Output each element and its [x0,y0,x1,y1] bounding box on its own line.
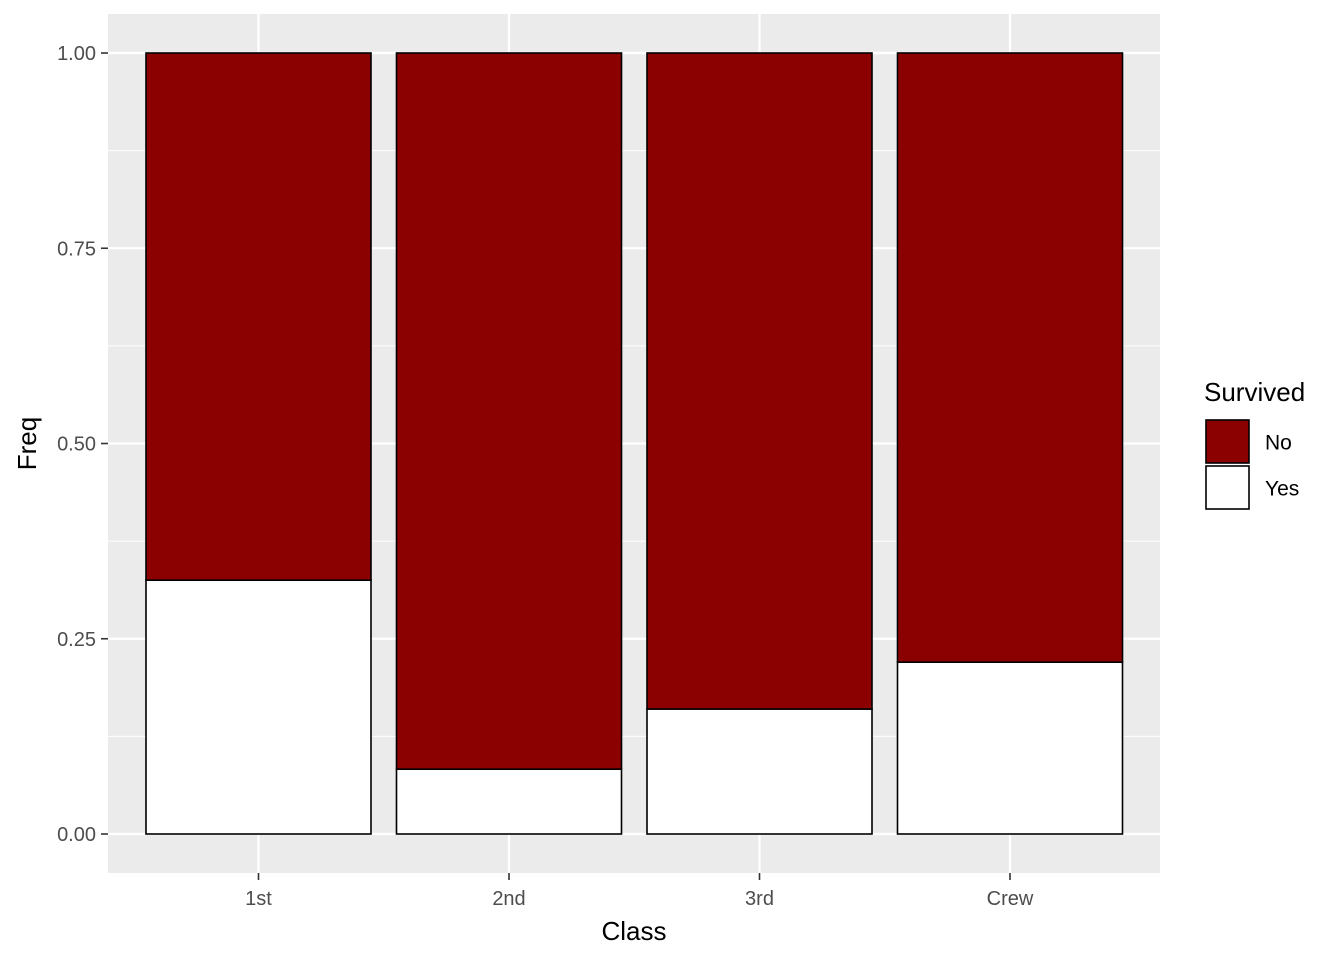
x-axis-title: Class [601,916,666,946]
legend: Survived No Yes [1204,377,1305,510]
bar-segment-yes-3rd [646,708,873,835]
legend-label-yes: Yes [1265,478,1299,501]
y-tick-label: 0.75 [57,238,96,260]
y-tick-label: 0.50 [57,434,96,456]
bars [145,52,1124,835]
y-axis-title: Freq [12,417,42,470]
y-tick-label: 0.00 [57,824,96,846]
y-axis: 0.00 0.25 0.50 0.75 1.00 [57,43,108,846]
legend-title: Survived [1204,377,1305,407]
x-tick-label: 3rd [745,888,774,910]
bar-segment-no-3rd [646,52,873,710]
x-tick-label: 1st [245,888,272,910]
bar-segment-no-2nd [395,52,623,770]
x-tick-label: Crew [987,888,1034,910]
legend-label-no: No [1265,432,1292,455]
y-tick-label: 0.25 [57,629,96,651]
x-axis: 1st 2nd 3rd Crew [245,873,1034,910]
bar-segment-no-crew [896,52,1124,663]
bar-segment-yes-2nd [395,768,623,835]
legend-key-no [1205,419,1250,464]
y-tick-label: 1.00 [57,43,96,65]
bar-segment-yes-crew [896,661,1124,835]
x-tick-label: 2nd [492,888,525,910]
bar-segment-yes-1st [145,579,372,835]
legend-key-yes [1205,465,1250,510]
bar-segment-no-1st [145,52,372,581]
